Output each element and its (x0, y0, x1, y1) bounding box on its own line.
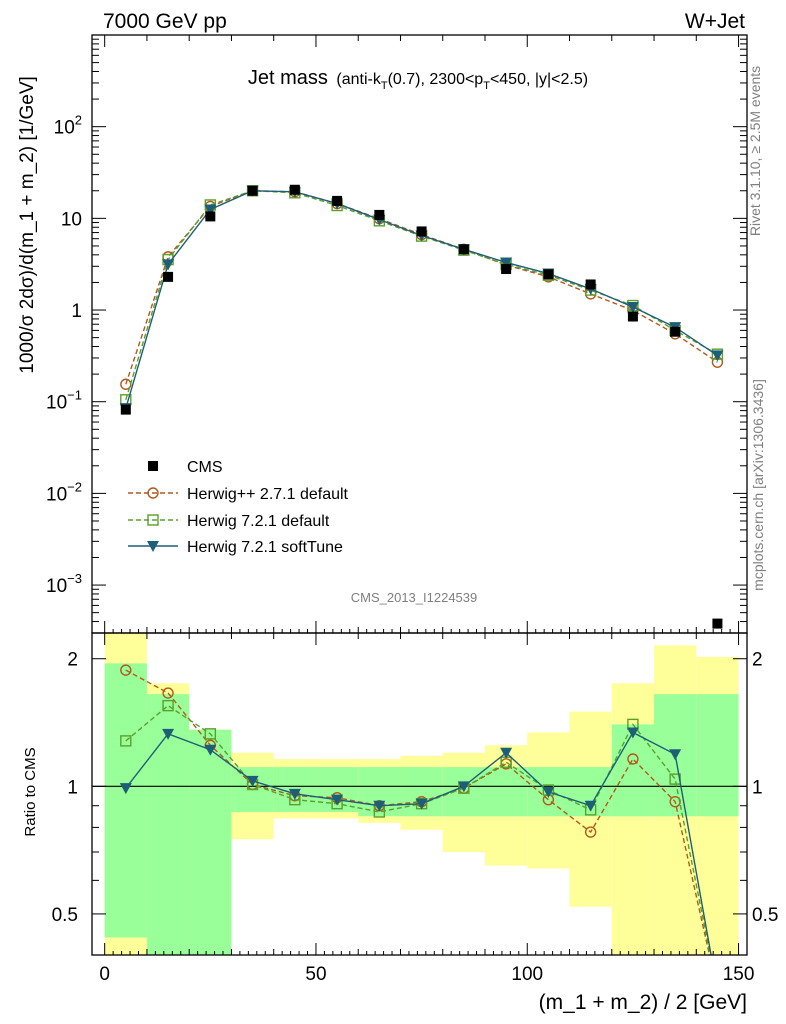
y-axis-label: 1000/σ 2dσ)/d(m_1 + m_2) [1/GeV] (17, 76, 38, 374)
data-point-1 (163, 271, 174, 282)
ratio-plot (92, 664, 747, 955)
legend-label-series-2: Herwig 7.2.1 softTune (187, 539, 343, 556)
ratio-series-0-point-1 (162, 687, 174, 699)
ratio-series-2-point-3 (246, 775, 259, 787)
y-tick-label-3: 1 (71, 301, 82, 322)
main-plot (119, 184, 724, 629)
legend-marker-0 (147, 487, 159, 499)
series-line-2 (125, 190, 718, 409)
data-point-12 (627, 311, 638, 322)
ratio-series-2-point-8 (457, 781, 470, 793)
ratio-frame (91, 632, 748, 956)
legend-label-series-1: Herwig 7.2.1 default (187, 513, 330, 530)
ratio-series-2-point-5 (331, 794, 344, 806)
data-point-9 (501, 264, 512, 275)
series-2-point-2 (204, 204, 217, 216)
series-line-1 (125, 190, 718, 400)
ratio-series-2-point-7 (415, 798, 428, 810)
title-detail-1: (anti-k (336, 71, 381, 88)
ratio-series-2-point-9 (500, 747, 513, 759)
legend: CMS Herwig++ 2.7.1 default Herwig 7.2.1 … (128, 459, 349, 556)
data-point-6 (374, 209, 385, 220)
band-inner-14 (696, 694, 739, 817)
data-point-0 (120, 404, 131, 415)
ratio-tick-label-left-0: 0.5 (52, 905, 78, 926)
ratio-series-2-point-6 (373, 800, 386, 812)
header-right: W+Jet (685, 10, 745, 33)
x-tick-label-1: 50 (305, 964, 326, 985)
series-2-point-12 (626, 301, 639, 313)
plot-frames: 0 50 100 150 10−3 10−2 10−1 1 10 102 0.5 0.5 1 1 2 2 (46, 34, 778, 985)
data-point-5 (332, 195, 343, 206)
legend-marker-1 (147, 514, 159, 526)
ratio-series-2-point-13 (669, 749, 682, 761)
data-point-11 (585, 279, 596, 290)
series-2-point-9 (500, 257, 513, 269)
ratio-series-2-point-1 (162, 728, 175, 740)
data-point-8 (458, 244, 469, 255)
y-tick-label-1: 10−2 (46, 479, 82, 505)
data-point-14 (712, 618, 723, 629)
title-detail-2: (0.7), 2300<p (388, 71, 484, 88)
title-detail-3: <450, |y|<2.5) (490, 71, 588, 88)
ratio-tick-label-right-1: 1 (752, 777, 763, 798)
plot-title: Jet mass (anti-kT(0.7), 2300<pT<450, |y|… (248, 67, 588, 92)
y-tick-label-4: 10 (61, 209, 82, 230)
series-2-point-1 (162, 259, 175, 271)
ratio-series-2-point-2 (204, 744, 217, 756)
title-sub-2: T (483, 80, 490, 92)
ratio-series (119, 664, 712, 955)
ratio-series-0-point-0 (120, 664, 132, 676)
legend-label-data: CMS (187, 459, 223, 476)
rivet-label: Rivet 3.1.10, ≥ 2.5M events (747, 66, 763, 236)
ratio-series-0-point-12 (627, 753, 639, 765)
band-inner-0 (104, 663, 147, 938)
title-main: Jet mass (248, 67, 328, 89)
ratio-bands (104, 633, 739, 955)
data-point-13 (670, 326, 681, 337)
ratio-series-2-point-10 (542, 786, 555, 798)
ratio-axis-label: Ratio to CMS (22, 747, 39, 836)
y-tick-label-0: 10−3 (46, 571, 82, 597)
header-left: 7000 GeV pp (103, 10, 227, 33)
x-tick-label-2: 100 (511, 964, 543, 985)
x-axis-label: (m_1 + m_2) / 2 [GeV] (539, 991, 747, 1014)
x-tick-label-0: 0 (99, 964, 110, 985)
series-2-point-14 (711, 350, 724, 362)
ratio-series-1-point-1 (162, 699, 174, 712)
analysis-id: CMS_2013_I1224539 (351, 590, 478, 605)
ratio-series-2-point-4 (288, 788, 301, 800)
y-tick-label-2: 10−1 (46, 388, 82, 414)
data-point-10 (543, 269, 554, 280)
legend-marker-data (148, 461, 158, 471)
ratio-tick-label-left-2: 2 (67, 650, 78, 671)
ratio-series-2-point-12 (626, 727, 639, 739)
ratio-series-2-point-11 (584, 800, 597, 812)
data-point-3 (247, 185, 258, 196)
ratio-series-1-point-0 (120, 735, 132, 747)
mcplots-label: mcplots.cern.ch [arXiv:1306.3436] (750, 379, 766, 591)
data-point-4 (289, 184, 300, 195)
data-point-7 (416, 226, 427, 237)
title-sub-1: T (381, 80, 388, 92)
legend-marker-2 (147, 541, 159, 552)
data-point-2 (205, 211, 216, 222)
x-tick-label-3: 150 (723, 964, 755, 985)
ratio-series-0-point-11 (584, 826, 597, 838)
legend-label-series-0: Herwig++ 2.7.1 default (187, 486, 349, 503)
band-inner-2 (189, 729, 232, 955)
ratio-series-1-point-2 (204, 728, 217, 740)
band-inner-9 (485, 767, 528, 817)
y-tick-label-5: 102 (54, 113, 82, 139)
ratio-tick-label-right-2: 2 (752, 650, 763, 671)
ratio-tick-label-right-0: 0.5 (752, 905, 778, 926)
ratio-tick-label-left-1: 1 (67, 777, 78, 798)
ratio-series-2-point-0 (119, 783, 132, 795)
